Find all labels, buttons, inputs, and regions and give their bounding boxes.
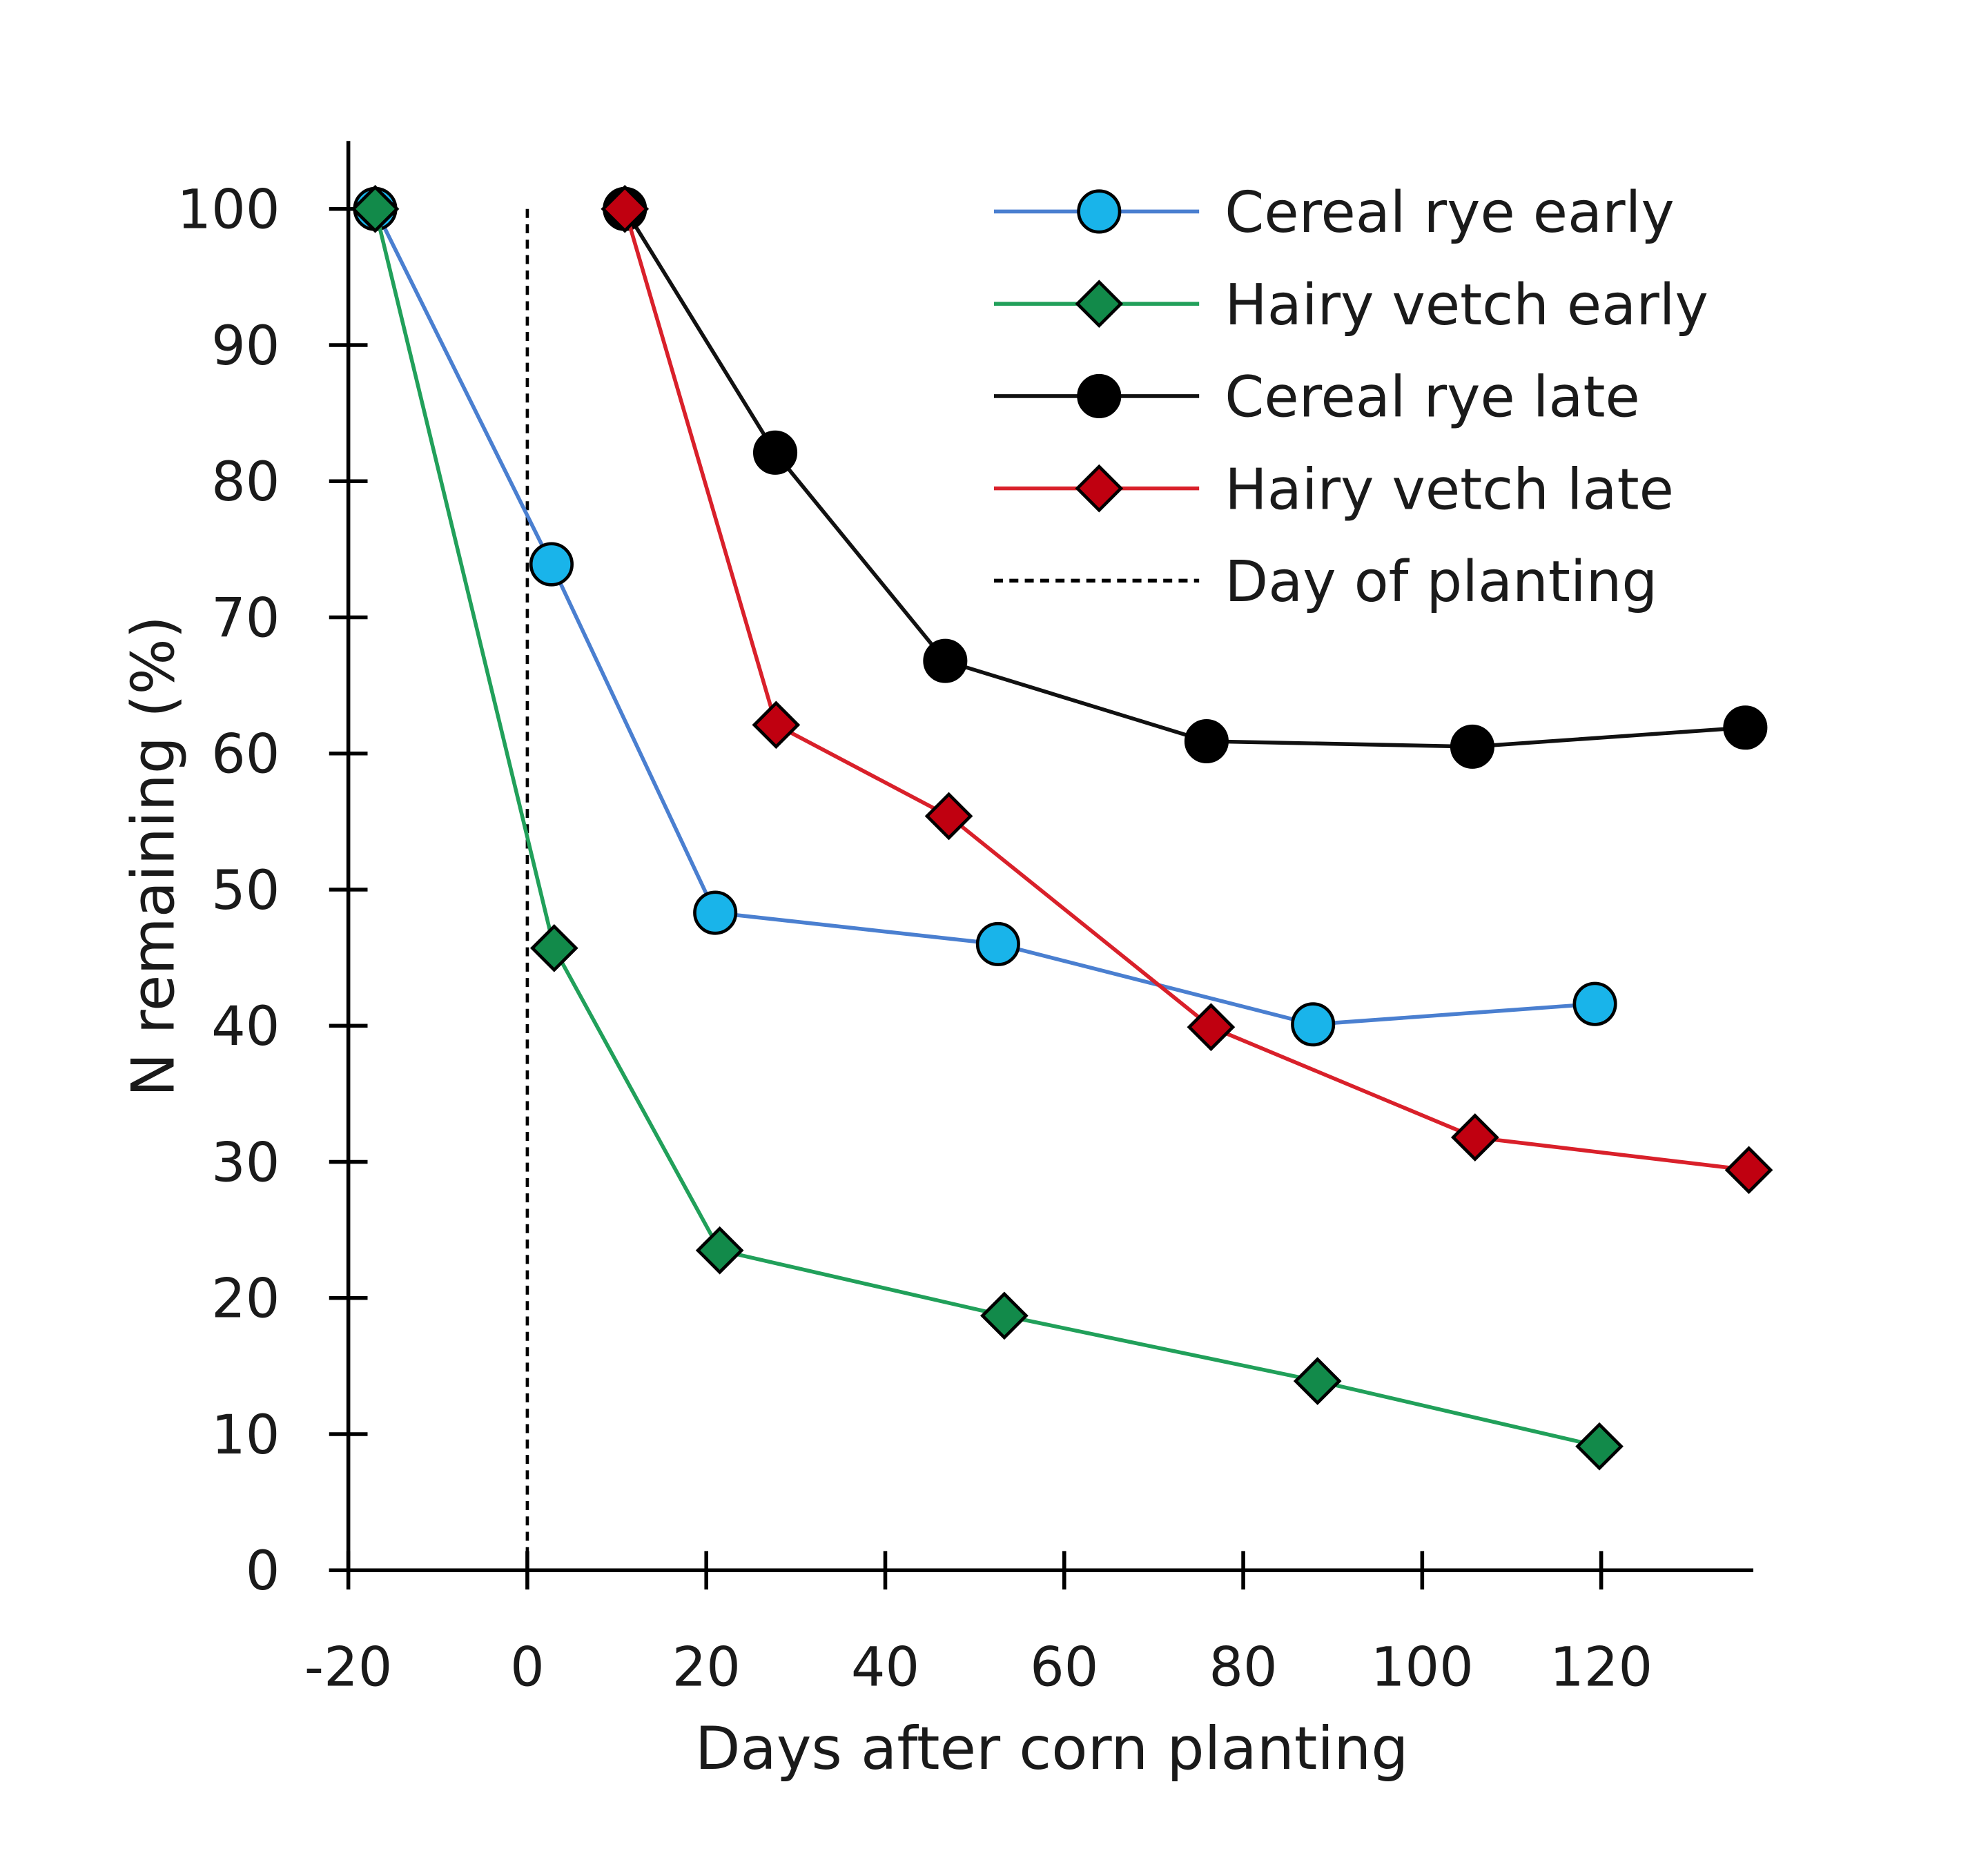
legend-item: Cereal rye late xyxy=(994,365,1640,431)
data-point xyxy=(529,542,574,587)
legend-label: Hairy vetch late xyxy=(1225,457,1674,522)
data-point xyxy=(752,701,801,750)
x-tick-label: 60 xyxy=(1030,1636,1098,1698)
x-tick-label: 120 xyxy=(1550,1636,1653,1698)
y-tick-label: 60 xyxy=(211,724,280,786)
series-cereal-rye-early xyxy=(353,186,1617,1047)
legend-item: Day of planting xyxy=(994,549,1657,615)
data-point xyxy=(529,923,578,972)
legend-label: Cereal rye early xyxy=(1225,180,1674,246)
series-hairy-vetch-late xyxy=(601,184,1773,1195)
legend-label: Hairy vetch early xyxy=(1225,273,1708,338)
data-point xyxy=(1184,718,1229,764)
x-tick-label: 20 xyxy=(672,1636,741,1698)
legend-item: Hairy vetch early xyxy=(994,273,1708,338)
data-point xyxy=(695,1226,744,1275)
legend-item: Hairy vetch late xyxy=(994,457,1674,522)
series-line xyxy=(373,208,1595,1027)
data-point xyxy=(1187,1003,1236,1052)
legend-label: Cereal rye late xyxy=(1225,365,1639,431)
legend-marker xyxy=(1077,189,1122,234)
y-tick-label: 0 xyxy=(246,1540,280,1603)
data-point xyxy=(975,921,1020,966)
data-point xyxy=(1723,705,1768,750)
data-point xyxy=(351,184,400,233)
y-tick-label: 20 xyxy=(211,1269,280,1331)
series-line xyxy=(373,208,1600,1449)
axes: 0 10 20 30 40 50 60 70 80 90 100 -20 0 20 40 60 80 100 120 xyxy=(177,141,1754,1698)
x-tick-label: 80 xyxy=(1209,1636,1277,1698)
y-tick-label: 80 xyxy=(211,451,280,513)
data-point xyxy=(601,184,650,233)
x-tick-label: 40 xyxy=(851,1636,919,1698)
series-line xyxy=(623,208,1746,749)
data-point xyxy=(1572,981,1617,1026)
y-tick-label: 70 xyxy=(211,587,280,649)
x-tick-label: 0 xyxy=(510,1636,545,1698)
data-point xyxy=(1575,1422,1624,1471)
series-hairy-vetch-early xyxy=(351,184,1624,1471)
data-point xyxy=(752,430,798,475)
data-point xyxy=(980,1291,1029,1340)
y-tick-label: 100 xyxy=(177,179,280,242)
y-tick-label: 10 xyxy=(211,1404,280,1467)
x-tick-label: 100 xyxy=(1371,1636,1474,1698)
legend-item: Cereal rye early xyxy=(994,180,1675,246)
data-point xyxy=(924,792,973,841)
data-point xyxy=(1724,1146,1773,1195)
legend-marker xyxy=(1075,464,1124,513)
data-point xyxy=(1291,1002,1336,1047)
data-point xyxy=(1450,1113,1499,1162)
series-layer xyxy=(351,184,1773,1471)
y-axis-label: N remaining (%) xyxy=(119,616,188,1097)
legend-marker xyxy=(1077,373,1122,418)
y-tick-label: 90 xyxy=(211,315,280,378)
x-tick-label: -20 xyxy=(304,1636,392,1698)
legend: Cereal rye early Hairy vetch early Cereal … xyxy=(994,180,1708,615)
y-tick-label: 50 xyxy=(211,860,280,922)
x-axis-label: Days after corn planting xyxy=(695,1715,1409,1783)
series-cereal-rye-late xyxy=(603,186,1768,769)
data-point xyxy=(923,638,968,683)
series-line xyxy=(623,208,1749,1173)
y-tick-label: 30 xyxy=(211,1132,280,1194)
data-point xyxy=(1450,724,1494,769)
data-point xyxy=(693,890,738,935)
data-point xyxy=(1293,1357,1342,1405)
legend-label: Day of planting xyxy=(1225,549,1657,615)
y-tick-label: 40 xyxy=(211,996,280,1058)
legend-marker xyxy=(1075,280,1124,329)
